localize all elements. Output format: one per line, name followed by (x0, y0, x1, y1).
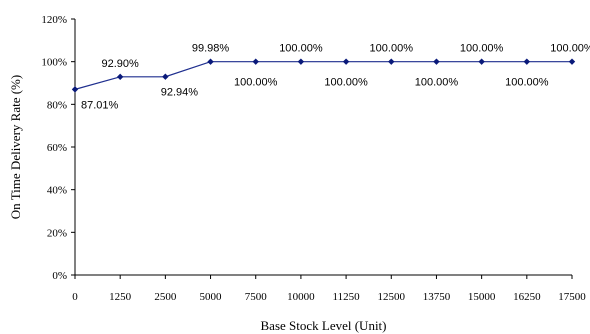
x-tick-label: 12500 (378, 291, 406, 303)
data-point-marker (388, 58, 395, 65)
data-label: 100.00% (460, 43, 504, 55)
x-axis-title: Base Stock Level (Unit) (261, 318, 387, 333)
x-tick-label: 10000 (287, 291, 315, 303)
y-tick-label: 60% (47, 142, 67, 154)
data-label: 100.00% (234, 77, 278, 89)
data-point-marker (478, 58, 485, 65)
data-label: 100.00% (370, 43, 414, 55)
data-point-marker (568, 58, 576, 65)
series-line (74, 61, 572, 90)
x-tick-label: 11250 (333, 291, 361, 303)
data-label: 100.00% (415, 77, 459, 89)
x-tick-label: 16250 (513, 291, 541, 303)
x-tick-label: 1250 (109, 291, 132, 303)
data-point-marker (162, 73, 169, 80)
data-label: 99.98% (192, 43, 230, 55)
data-label: 100.00% (279, 43, 323, 55)
y-axis-title: On Time Delivery Rate (%) (8, 75, 23, 219)
data-label: 92.94% (161, 87, 199, 99)
data-point-marker (297, 58, 305, 65)
y-tick-labels: 0% 20% 40% 60% 80% 100% 120% (41, 14, 67, 282)
y-tick-label: 0% (52, 270, 67, 282)
x-tick-label: 17500 (558, 291, 586, 303)
x-tick-labels: 0 1250 2500 5000 7500 10000 11250 12500 13750 150… (72, 291, 586, 303)
y-tick-label: 120% (41, 14, 67, 26)
data-label: 92.90% (102, 58, 140, 70)
x-tick-label: 13750 (423, 291, 451, 303)
data-point-marker (71, 86, 79, 93)
x-tick-label: 5000 (200, 291, 223, 303)
axes (71, 18, 573, 279)
data-label: 87.01% (81, 99, 119, 111)
y-tick-label: 80% (47, 99, 67, 111)
data-point-marker (523, 58, 531, 65)
data-point-marker (342, 58, 350, 65)
data-point-marker (252, 58, 259, 65)
y-tick-label: 40% (47, 185, 67, 197)
data-label: 100.00% (324, 77, 368, 89)
x-tick-label: 7500 (245, 291, 268, 303)
data-labels: 87.01% 92.90% 92.94% 99.98% 100.00% 100.00% 10… (81, 43, 590, 112)
data-point-marker (207, 58, 214, 65)
data-point-marker (433, 58, 440, 65)
x-tick-label: 2500 (154, 291, 177, 303)
x-tick-label: 0 (72, 291, 78, 303)
x-tick-label: 15000 (468, 291, 496, 303)
data-point-marker (116, 73, 124, 81)
y-tick-label: 20% (47, 227, 67, 239)
series (71, 58, 576, 93)
data-label: 100.00% (550, 43, 590, 55)
data-label: 100.00% (505, 77, 549, 89)
y-tick-label: 100% (41, 57, 67, 69)
